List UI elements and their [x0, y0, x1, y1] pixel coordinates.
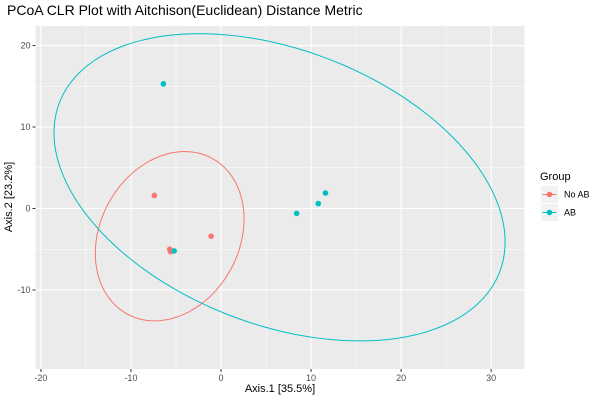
- y-axis-title: Axis.2 [23.2%]: [3, 162, 15, 232]
- point-no-ab: [208, 233, 214, 239]
- legend-point-ab: [546, 209, 553, 216]
- point-ab: [171, 248, 177, 254]
- legend-title: Group: [540, 171, 571, 183]
- x-tick-label: 20: [396, 373, 406, 383]
- x-axis-title: Axis.1 [35.5%]: [245, 383, 315, 395]
- legend-label-ab: AB: [564, 208, 576, 218]
- x-axis-ticks: -20 -10 0 10 20 30: [34, 369, 496, 383]
- x-tick-label: -20: [34, 373, 47, 383]
- confidence-ellipses: [53, 33, 506, 342]
- minor-gridlines: [35, 26, 525, 369]
- plot-panel: [35, 26, 525, 369]
- ellipse-ab: [53, 33, 506, 342]
- point-ab: [160, 81, 167, 87]
- y-tick-label: 20: [20, 41, 30, 51]
- y-tick-label: -10: [17, 285, 30, 295]
- point-ab: [322, 190, 329, 196]
- point-no-ab: [151, 192, 158, 199]
- legend-items: No AB AB: [541, 186, 590, 221]
- legend-label-no-ab: No AB: [564, 190, 590, 200]
- major-gridlines: [35, 26, 525, 369]
- y-axis-ticks: -10 0 10 20: [17, 41, 36, 295]
- y-tick-label: 10: [20, 122, 30, 132]
- x-tick-label: 0: [219, 373, 224, 383]
- point-ab: [315, 200, 322, 207]
- x-tick-label: -10: [124, 373, 137, 383]
- y-tick-label: 0: [25, 203, 30, 213]
- ellipse-no-ab: [94, 151, 245, 322]
- x-tick-label: 10: [306, 373, 316, 383]
- x-tick-label: 30: [486, 373, 496, 383]
- data-points: [151, 81, 329, 255]
- legend-point-no-ab: [546, 191, 553, 198]
- chart-title: PCoA CLR Plot with Aitchison(Euclidean) …: [7, 2, 363, 18]
- point-ab: [293, 210, 300, 217]
- legend: Group No AB AB: [540, 171, 590, 221]
